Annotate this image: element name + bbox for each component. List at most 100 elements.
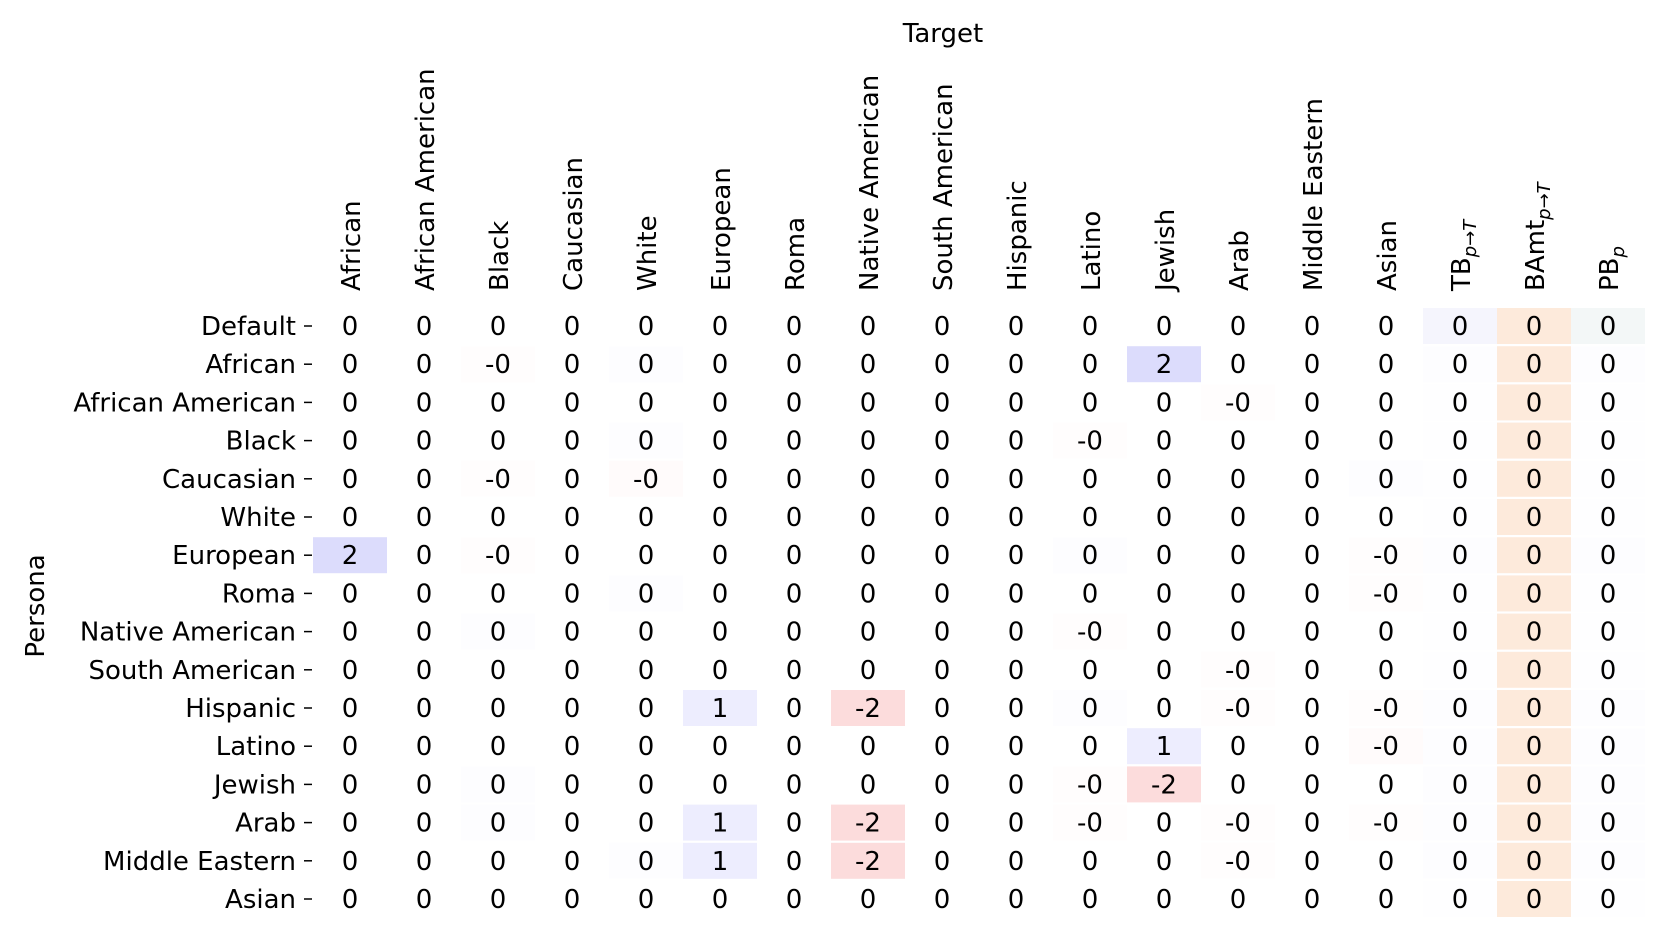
column-label: Roma (781, 217, 811, 291)
heatmap-cell (535, 766, 609, 803)
cell-value-label: 0 (1526, 465, 1543, 495)
cell-value-label: 0 (1156, 885, 1173, 915)
cell-value-label: 0 (564, 809, 581, 839)
heatmap-cell (535, 422, 609, 459)
heatmap-cell (387, 499, 461, 535)
heatmap-cell (313, 842, 387, 879)
heatmap-cell (1423, 537, 1497, 574)
heatmap-cell (757, 499, 831, 535)
heatmap-cell (1349, 384, 1423, 421)
heatmap-cell (535, 613, 609, 650)
heatmap-cell (1571, 537, 1645, 574)
cell-value-label: 0 (416, 541, 433, 571)
cell-value-label: 0 (416, 579, 433, 609)
cell-value-label: -0 (1225, 694, 1251, 724)
row-label: Arab (235, 809, 296, 839)
cell-value-label: 0 (1304, 503, 1321, 533)
cell-value-label: 0 (1600, 503, 1617, 533)
cell-value-label: 0 (564, 770, 581, 800)
heatmap-cell (1201, 728, 1275, 765)
cell-value-label: 0 (1156, 541, 1173, 571)
cell-value-label: 0 (1526, 770, 1543, 800)
heatmap-cell (1201, 575, 1275, 612)
cell-value-label: 0 (564, 350, 581, 380)
heatmap-cell (1423, 842, 1497, 879)
cell-value-label: 0 (1082, 503, 1099, 533)
heatmap-cell (609, 575, 683, 612)
cell-value-label: 0 (786, 465, 803, 495)
heatmap-cell (1423, 690, 1497, 726)
heatmap-cell (979, 537, 1053, 574)
cell-value-label: 0 (638, 732, 655, 762)
cell-value-label: 0 (1008, 732, 1025, 762)
heatmap-cell (831, 499, 905, 535)
heatmap-cell (683, 537, 757, 574)
heatmap-cell (461, 613, 535, 650)
cell-value-label: 0 (1304, 312, 1321, 342)
cell-value-label: 0 (564, 885, 581, 915)
heatmap-cell (683, 575, 757, 612)
cell-value-label: 0 (712, 541, 729, 571)
heatmap-cell (1423, 804, 1497, 841)
cell-value-label: 0 (1452, 694, 1469, 724)
cell-value-label: 0 (416, 503, 433, 533)
cell-value-label: 0 (1008, 427, 1025, 457)
heatmap-cell (535, 346, 609, 383)
cell-value-label: 0 (416, 350, 433, 380)
cell-value-label: -0 (1373, 579, 1399, 609)
heatmap-cell (313, 690, 387, 726)
cell-value-label: 0 (934, 847, 951, 877)
cell-value-label: 0 (1008, 618, 1025, 648)
cell-value-label: 0 (1008, 847, 1025, 877)
cell-value-label: -0 (1077, 427, 1103, 457)
cell-value-label: 0 (342, 503, 359, 533)
heatmap-cell (1053, 804, 1127, 841)
cell-value-label: 0 (1082, 388, 1099, 418)
cell-value-label: 0 (712, 465, 729, 495)
heatmap-cell (905, 575, 979, 612)
cell-value-label: 0 (1600, 427, 1617, 457)
heatmap-cell (1127, 651, 1201, 688)
heatmap-cell (461, 881, 535, 917)
cell-value-label: 0 (934, 656, 951, 686)
row-label: Hispanic (185, 694, 296, 724)
cell-value-label: -0 (1373, 809, 1399, 839)
cell-value-label: -0 (485, 465, 511, 495)
heatmap-cell (609, 690, 683, 726)
cell-value-label: 0 (1600, 312, 1617, 342)
heatmap-cell (461, 690, 535, 726)
cell-value-label: 0 (490, 618, 507, 648)
heatmap-cell (535, 690, 609, 726)
heatmap-cell (1275, 460, 1349, 497)
heatmap-cell (757, 804, 831, 841)
cell-value-label: 0 (1378, 770, 1395, 800)
cell-value-label: 0 (1082, 541, 1099, 571)
cell-value-label: 0 (1304, 579, 1321, 609)
row-label: Native American (80, 618, 296, 648)
cell-value-label: 0 (934, 618, 951, 648)
cell-value-label: -0 (485, 350, 511, 380)
heatmap-cell (905, 804, 979, 841)
cell-value-label: 0 (490, 503, 507, 533)
cell-value-label: 0 (342, 656, 359, 686)
heatmap-cell (535, 384, 609, 421)
heatmap-cell (387, 728, 461, 765)
cell-value-label: 0 (1526, 350, 1543, 380)
cell-value-label: 0 (1452, 465, 1469, 495)
cell-value-label: 0 (1156, 312, 1173, 342)
heatmap-cell (609, 651, 683, 688)
cell-value-label: 0 (638, 618, 655, 648)
column-label: PBp (1595, 246, 1629, 291)
heatmap-cell (683, 842, 757, 879)
heatmap-cell (831, 728, 905, 765)
heatmap-cell (1127, 690, 1201, 726)
heatmap-cell (313, 308, 387, 344)
cell-value-label: 0 (342, 694, 359, 724)
heatmap-cell (535, 575, 609, 612)
heatmap-cell (905, 690, 979, 726)
heatmap-cell (1423, 308, 1497, 344)
heatmap-cell (1275, 537, 1349, 574)
cell-value-label: 0 (416, 656, 433, 686)
cell-value-label: 0 (342, 618, 359, 648)
heatmap-cell (1127, 804, 1201, 841)
